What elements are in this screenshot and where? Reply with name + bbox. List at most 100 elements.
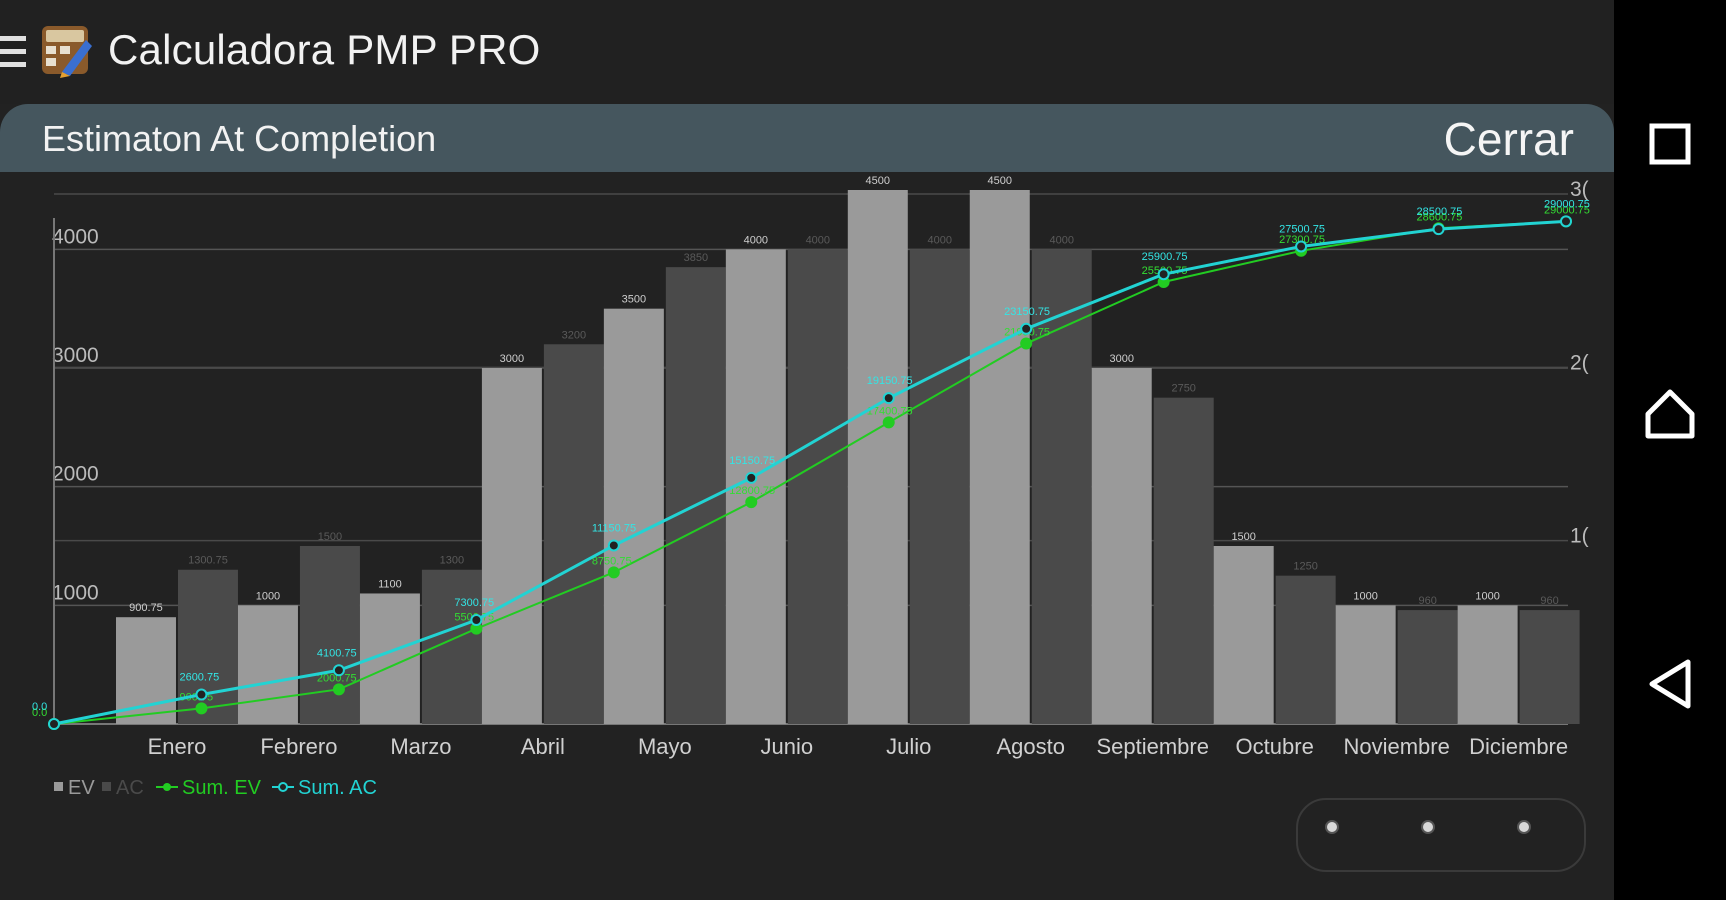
calculator-app-icon <box>42 26 92 78</box>
bar-ac <box>787 249 848 725</box>
bar-ac <box>909 249 970 725</box>
sum-ac-point <box>1432 223 1445 236</box>
sum-ac-point <box>607 539 620 552</box>
sum-ac-label: 4100.75 <box>317 647 357 659</box>
bar-ev <box>1091 368 1152 724</box>
sum-ac-label: 29000.75 <box>1544 198 1590 210</box>
bar-ac-label: 1300 <box>440 555 464 567</box>
bar-ev <box>1335 605 1396 724</box>
sum-ac-label: 23150.75 <box>1004 306 1050 318</box>
sum-ev-point <box>882 416 895 429</box>
bar-ac <box>1275 575 1336 724</box>
hamburger-menu-icon[interactable] <box>0 30 30 74</box>
bar-ev-label: 900.75 <box>129 602 163 614</box>
bar-ev-label: 3000 <box>500 353 524 365</box>
bar-ev <box>1213 546 1274 724</box>
bar-ac-label: 1300.75 <box>188 555 228 567</box>
sum-ac-label: 19150.75 <box>867 375 913 387</box>
x-tick-label: Julio <box>886 734 931 759</box>
sum-ac-line <box>53 219 1567 726</box>
sum-ev-point <box>332 683 345 696</box>
app-title: Calculadora PMP PRO <box>108 26 541 73</box>
dialog-header: Estimaton At Completion Cerrar <box>0 104 1614 172</box>
sum-ev-label: 27300.75 <box>1279 234 1325 246</box>
y2-tick-label: 3( <box>1570 178 1589 201</box>
bar-ac <box>1397 610 1458 724</box>
bar-ac-label: 1250 <box>1293 561 1317 573</box>
sum-ac-point <box>1157 268 1170 281</box>
sum-ev-label: 12800.75 <box>729 485 775 497</box>
eac-chart: 1000 2000 3000 4000 1(2(3(900.75 1300.75 Enero… <box>32 175 1590 799</box>
bar-ac-label: 3200 <box>562 329 586 341</box>
square-recents-icon[interactable] <box>1640 114 1700 174</box>
legend-ac-label: AC <box>116 777 144 799</box>
x-tick-label: Agosto <box>997 734 1066 759</box>
bar-ev-label: 1000 <box>256 590 280 602</box>
legend-sum-ev-point <box>163 783 171 791</box>
sum-ev-point <box>745 496 758 509</box>
bar-ev <box>1457 605 1518 724</box>
sum-ac-point <box>1295 240 1308 253</box>
sum-ac-point <box>745 471 758 484</box>
sum-ac-label: 11150.75 <box>592 522 636 534</box>
y-tick-label: 2000 <box>52 463 99 486</box>
pager-dot[interactable] <box>1421 820 1435 834</box>
pager-dot[interactable] <box>1325 820 1339 834</box>
bar-ev-label: 4000 <box>744 234 768 246</box>
bar-ev <box>603 308 664 724</box>
triangle-back-icon[interactable] <box>1640 654 1700 714</box>
bar-ev-label: 1000 <box>1353 590 1377 602</box>
x-tick-label: Mayo <box>638 734 692 759</box>
bar-ev <box>969 190 1030 724</box>
sum-ev-label: 8750.75 <box>592 555 632 567</box>
bar-ev-label: 1500 <box>1231 531 1255 543</box>
y2-tick-label: 1( <box>1570 525 1589 548</box>
bar-ac <box>543 344 604 724</box>
chart-pager <box>1296 798 1586 872</box>
bar-ev <box>481 368 542 724</box>
bar-ac-label: 4000 <box>1049 234 1073 246</box>
bar-ac <box>421 569 482 724</box>
system-nav-bar <box>1614 0 1726 900</box>
bar-ev-label: 1000 <box>1475 590 1499 602</box>
sum-ac-point <box>470 614 483 626</box>
x-tick-label: Septiembre <box>1096 734 1209 759</box>
home-icon[interactable] <box>1640 384 1700 444</box>
sum-ev-label: 17400.75 <box>867 405 913 417</box>
bar-ac-label: 960 <box>1540 595 1558 607</box>
sum-ac-point <box>332 664 345 677</box>
bar-ev-label: 4500 <box>988 175 1012 187</box>
sum-ev-line <box>53 220 1567 725</box>
sum-ac-label: 25900.75 <box>1142 251 1188 263</box>
bar-ev-label: 3500 <box>622 294 646 306</box>
sum-ac-label: 7300.75 <box>454 597 494 609</box>
sum-ev-label: 28600.75 <box>1417 211 1463 223</box>
legend-sum-ac-point <box>278 782 288 792</box>
legend-ev-label: EV <box>68 777 95 799</box>
sum-ev-label: 2000.75 <box>317 672 357 684</box>
close-button[interactable]: Cerrar <box>1443 113 1574 165</box>
bar-ac-label: 3850 <box>684 252 708 264</box>
x-tick-label: Abril <box>521 734 565 759</box>
x-tick-label: Marzo <box>390 734 451 759</box>
x-tick-label: Diciembre <box>1469 734 1568 759</box>
y-tick-label: 3000 <box>52 344 99 367</box>
legend-sum-ev-label: Sum. EV <box>182 777 262 799</box>
pager-dot[interactable] <box>1517 820 1531 834</box>
sum-ac-point <box>1020 322 1033 335</box>
sum-ev-point <box>1020 337 1033 350</box>
y-tick-label: 1000 <box>52 581 99 604</box>
x-tick-label: Febrero <box>260 734 337 759</box>
bar-ac-label: 4000 <box>928 234 952 246</box>
sum-ev-label: 0.0 <box>32 707 47 719</box>
x-tick-label: Junio <box>761 734 814 759</box>
sum-ac-point <box>1560 215 1572 228</box>
sum-ev-point <box>607 566 620 579</box>
bar-ac-label: 4000 <box>806 234 830 246</box>
sum-ac-label: 2600.75 <box>179 672 219 684</box>
sum-ac-label: 27500.75 <box>1279 223 1325 235</box>
bar-ac-label: 1500 <box>318 531 342 543</box>
bar-ac-label: 960 <box>1418 595 1436 607</box>
sum-ac-point <box>882 392 895 405</box>
x-tick-label: Enero <box>148 734 207 759</box>
